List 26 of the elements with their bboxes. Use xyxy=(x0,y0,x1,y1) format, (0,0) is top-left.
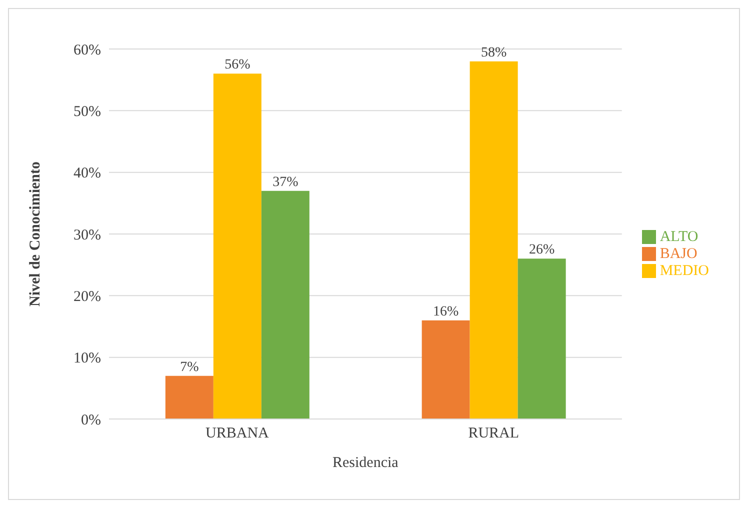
data-label: 26% xyxy=(528,242,555,258)
data-label: 37% xyxy=(272,174,299,190)
legend-label: ALTO xyxy=(660,228,698,244)
y-tick-label: 10% xyxy=(74,350,101,367)
y-axis-title: Nivel de Conocimiento xyxy=(27,162,44,306)
data-label: 7% xyxy=(180,360,200,375)
y-tick-label: 30% xyxy=(74,227,101,244)
bar xyxy=(422,320,470,419)
legend-label: MEDIO xyxy=(660,262,709,278)
x-tick-label: RURAL xyxy=(468,426,520,442)
bar xyxy=(213,74,262,419)
y-tick-label: 60% xyxy=(74,42,101,58)
x-axis-title: Residencia xyxy=(332,455,399,471)
bar xyxy=(518,258,566,419)
data-label: 58% xyxy=(480,45,507,60)
y-tick-label: 20% xyxy=(74,288,101,305)
data-label: 56% xyxy=(224,58,251,73)
bar xyxy=(165,376,214,419)
legend-label: BAJO xyxy=(660,246,698,262)
y-tick-label: 50% xyxy=(74,104,101,120)
y-tick-label: 0% xyxy=(81,412,101,428)
bar xyxy=(261,190,310,419)
data-label: 16% xyxy=(432,304,459,320)
x-tick-label: URBANA xyxy=(206,426,270,442)
y-tick-label: 40% xyxy=(74,166,101,182)
bar xyxy=(470,61,518,419)
